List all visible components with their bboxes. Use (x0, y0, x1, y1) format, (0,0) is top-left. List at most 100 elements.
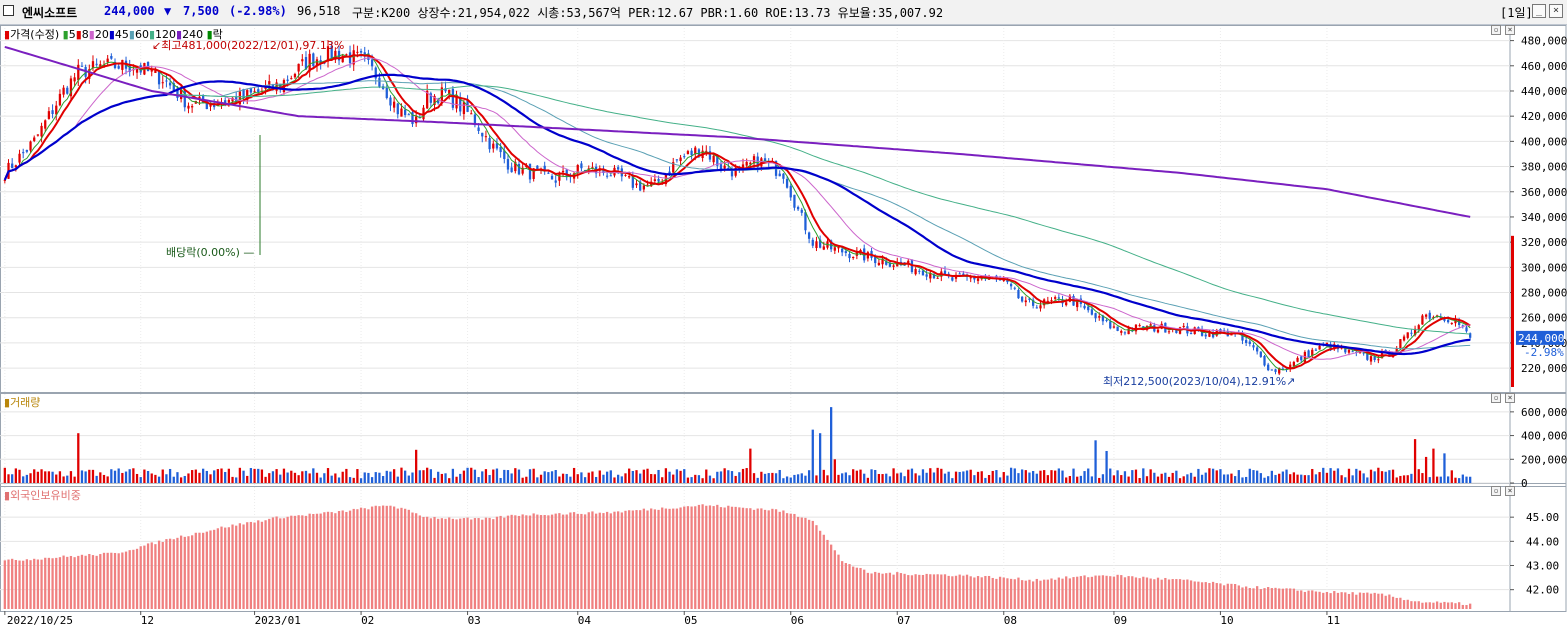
foreign-pane-restore-icon[interactable]: ▫ (1491, 486, 1501, 496)
candle-body (117, 66, 120, 69)
foreign-bar (91, 555, 95, 609)
foreign-bar (741, 507, 745, 609)
foreign-bar (910, 575, 914, 609)
foreign-bar (132, 549, 135, 609)
volume-bar (943, 473, 947, 483)
pane-restore-icon[interactable]: ▫ (1491, 25, 1501, 35)
candle-body (422, 107, 425, 120)
volume-pane-restore-icon[interactable]: ▫ (1491, 393, 1501, 403)
foreign-bar (356, 509, 359, 609)
candle-body (752, 156, 756, 164)
volume-pane-close-icon[interactable]: × (1505, 393, 1515, 403)
volume-bar (1197, 468, 1200, 483)
candle-body (227, 99, 230, 103)
candle-body (1006, 279, 1009, 283)
candle-body (789, 185, 792, 198)
candle-body (514, 161, 517, 172)
foreign-bar (1267, 587, 1270, 609)
candle-body (558, 174, 561, 181)
candle-body (675, 159, 679, 161)
volume-bar (113, 470, 117, 483)
volume-bar (1461, 474, 1464, 483)
stock-chart[interactable]: 480,000 460,000 440,000 420,000 400,000 380,0… (0, 25, 1567, 630)
volume-bar (793, 474, 796, 483)
foreign-bar (1292, 588, 1296, 609)
candle-body (918, 270, 921, 272)
foreign-bar (264, 520, 267, 609)
candle-body (257, 89, 260, 92)
candle-body (455, 96, 458, 109)
volume-bar (132, 468, 135, 483)
period-button[interactable]: [1일] (1500, 6, 1533, 20)
candle-body (1189, 333, 1193, 335)
volume-bar (1182, 476, 1185, 483)
foreign-bar (969, 576, 972, 609)
foreign-bar (257, 520, 260, 609)
volume-bar (1340, 475, 1343, 483)
minimize-icon[interactable]: _ (1532, 4, 1546, 18)
stock-name[interactable]: 엔씨소프트 (22, 6, 78, 20)
volume-bar (271, 471, 275, 483)
volume-bar (290, 470, 293, 483)
foreign-bar (1116, 574, 1119, 609)
candle-body (1009, 283, 1013, 287)
candle-body (407, 114, 410, 116)
pane-close-icon[interactable]: × (1505, 25, 1515, 35)
candle-body (874, 255, 877, 264)
select-checkbox[interactable] (3, 5, 14, 16)
volume-bar (848, 475, 851, 483)
volume-bar (1230, 473, 1233, 483)
candle-body (190, 106, 194, 108)
volume-bar (29, 473, 32, 483)
foreign-bar (617, 511, 620, 609)
foreign-bar (1395, 597, 1398, 609)
price-tick-label: 220,000 (1521, 362, 1567, 375)
foreign-bar (172, 539, 175, 609)
foreign-bar (848, 564, 851, 609)
foreign-bar (319, 513, 322, 609)
candle-body (29, 141, 32, 151)
price-tick-label: 420,000 (1521, 110, 1567, 123)
volume-bar (1465, 476, 1468, 483)
volume-tick-label: 400,000 (1521, 430, 1567, 443)
candle-body (1318, 345, 1321, 350)
axis-frame (1509, 25, 1567, 394)
volume-bar (833, 459, 836, 483)
volume-bar (1443, 453, 1446, 483)
candle-body (99, 64, 102, 68)
foreign-bar (807, 519, 811, 609)
volume-bar (1314, 474, 1318, 483)
candle-body (1399, 339, 1402, 349)
foreign-bar (22, 560, 25, 609)
candle-body (672, 162, 675, 173)
volume-bar (874, 469, 877, 483)
volume-bar (1358, 470, 1362, 483)
volume-bar (719, 471, 723, 483)
candle-body (1112, 326, 1116, 328)
foreign-bar (1020, 580, 1024, 609)
close-icon[interactable]: × (1549, 4, 1563, 18)
volume-bar (249, 468, 253, 483)
foreign-bar (213, 529, 216, 609)
volume-bar (1380, 471, 1384, 483)
volume-bar (308, 473, 311, 483)
foreign-bar (246, 522, 249, 609)
candle-body (440, 87, 444, 104)
candle-body (66, 87, 69, 94)
candle-body (392, 101, 396, 108)
candle-body (1138, 325, 1141, 327)
candle-body (154, 68, 157, 73)
volume-bar (337, 477, 341, 483)
volume-bar (433, 477, 436, 483)
foreign-pane-close-icon[interactable]: × (1505, 486, 1515, 496)
candle-body (1109, 321, 1112, 329)
volume-bar (539, 474, 543, 483)
volume-bar (1325, 472, 1329, 483)
foreign-bar (168, 538, 172, 609)
candle-body (1230, 334, 1233, 336)
volume-bar (1373, 471, 1376, 483)
foreign-bar (88, 553, 91, 609)
volume-bar (668, 471, 671, 483)
volume-bar (172, 476, 175, 483)
foreign-bar (216, 528, 219, 609)
